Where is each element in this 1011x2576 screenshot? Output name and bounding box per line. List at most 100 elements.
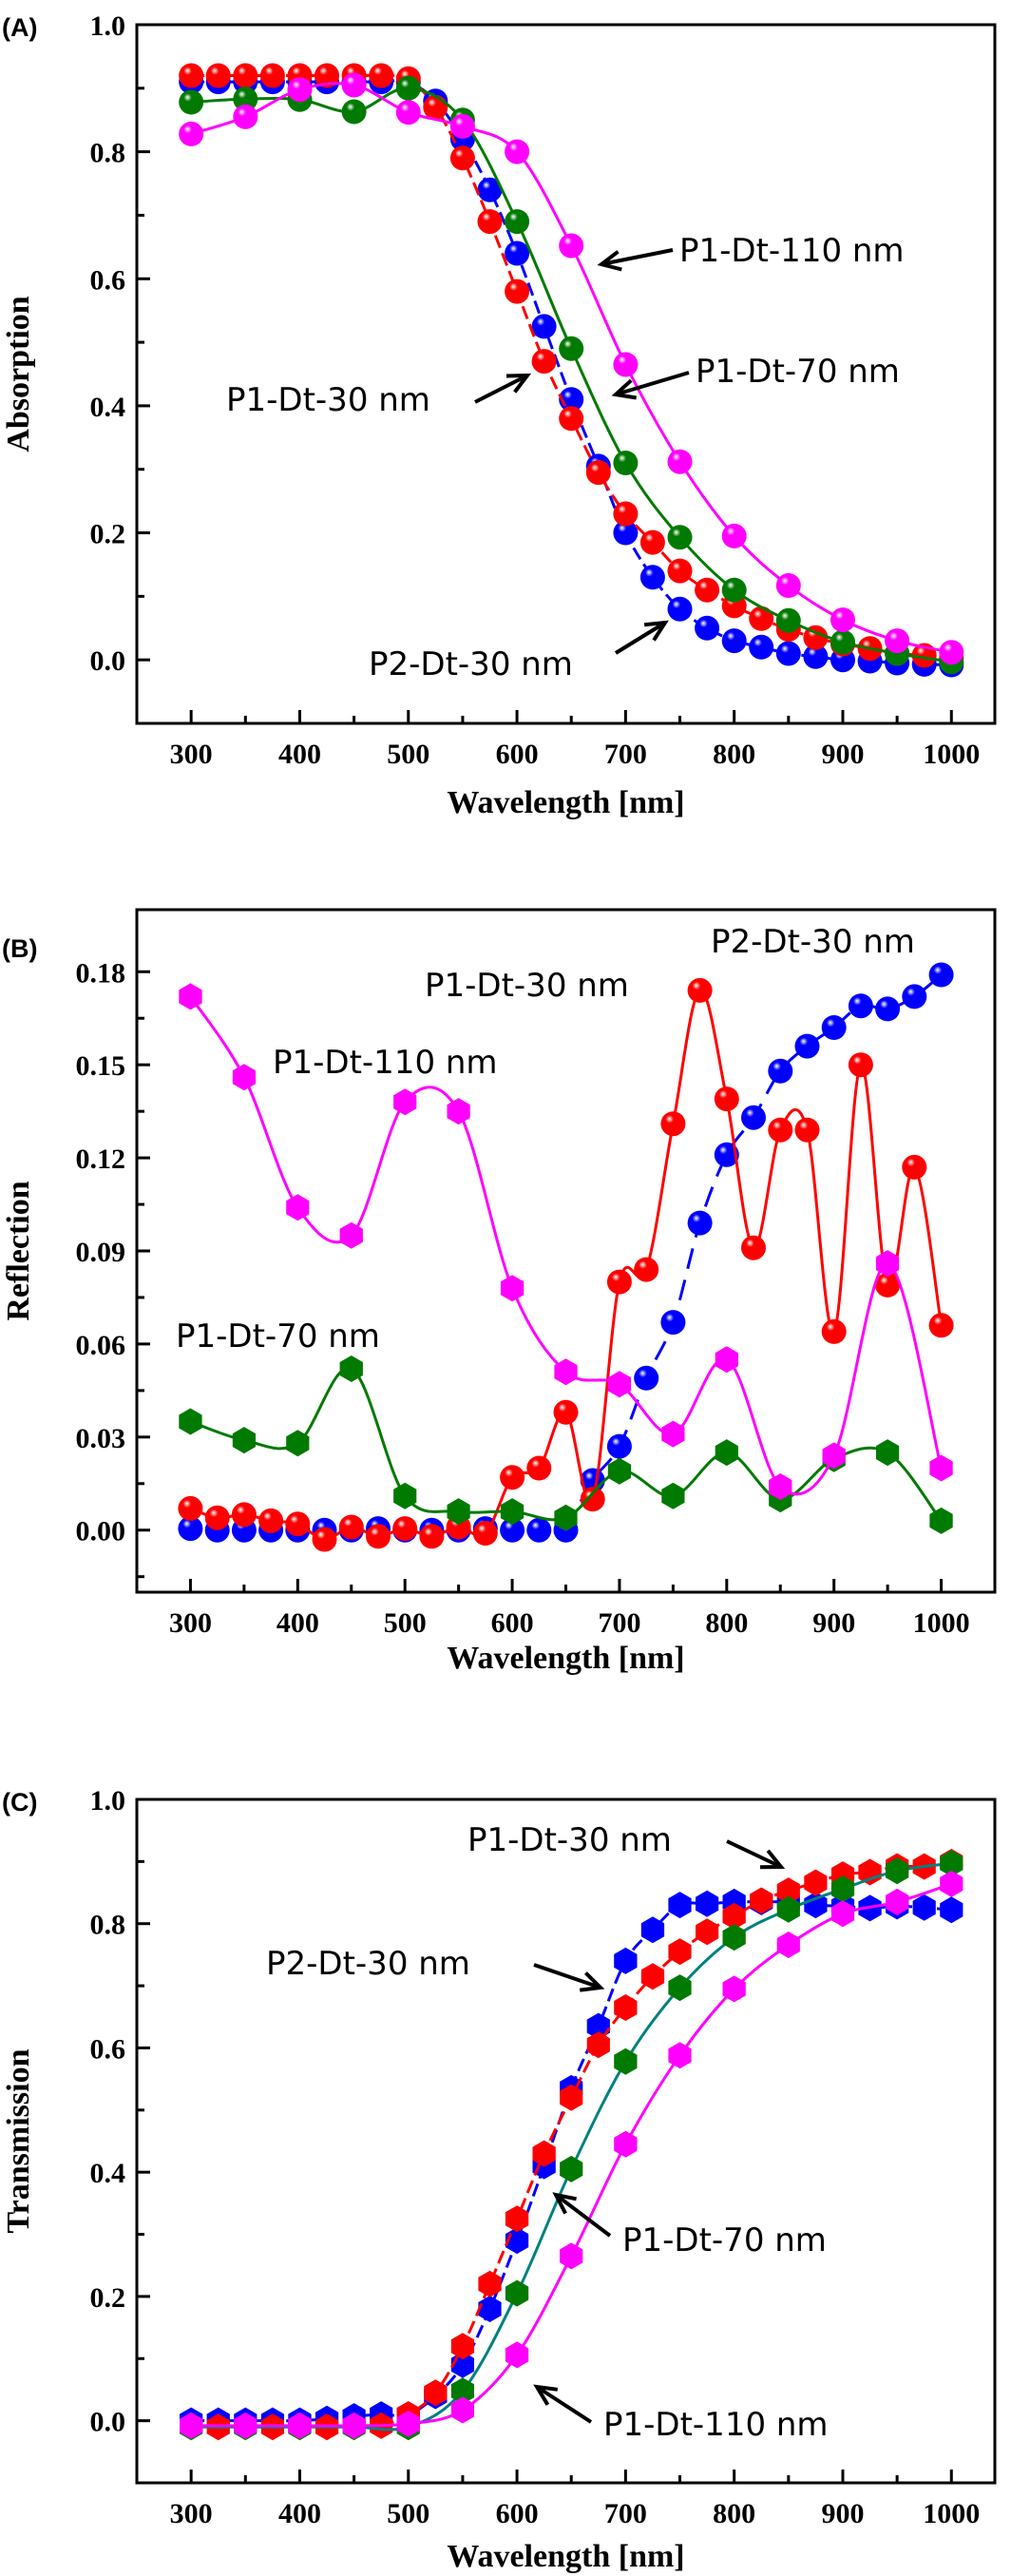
- data-point: [775, 573, 801, 598]
- annotation-arrow: [552, 2192, 612, 2238]
- data-point: [505, 240, 530, 266]
- data-point: [639, 565, 665, 590]
- data-point: [722, 1902, 746, 1930]
- series-annotation: P1-Dt-30 nm: [226, 381, 430, 419]
- data-point: [848, 1052, 873, 1078]
- data-point: [776, 1932, 800, 1958]
- data-point: [940, 1850, 963, 1877]
- series-annotation: P1-Dt-110 nm: [603, 2406, 829, 2444]
- data-point: [449, 145, 475, 171]
- data-point: [714, 1142, 739, 1167]
- data-point: [395, 100, 421, 125]
- data-point: [312, 1527, 337, 1552]
- data-point: [392, 1516, 418, 1542]
- y-tick-label: 1.0: [90, 10, 126, 42]
- x-tick-label: 700: [598, 1607, 640, 1639]
- data-point: [886, 1888, 909, 1915]
- series-p1-dt-70-nm: [180, 1850, 963, 2441]
- annotation-arrow: [533, 2384, 593, 2424]
- series-annotation: P2-Dt-30 nm: [711, 923, 915, 961]
- data-point: [339, 1221, 363, 1249]
- series-annotation: P1-Dt-110 nm: [679, 232, 905, 270]
- arrow-head: [506, 373, 532, 394]
- data-point: [928, 1313, 954, 1338]
- x-tick-label: 500: [387, 2498, 429, 2529]
- data-point: [822, 1442, 846, 1470]
- plot-area: [180, 1849, 963, 2441]
- data-point: [450, 2377, 474, 2405]
- data-point: [342, 2412, 366, 2439]
- arrow-head: [552, 2192, 577, 2215]
- arrow-shaft: [554, 2193, 612, 2238]
- x-tick-label: 400: [278, 739, 321, 770]
- data-point: [500, 1498, 525, 1526]
- data-point: [560, 2155, 583, 2182]
- data-point: [821, 1015, 847, 1040]
- data-point: [695, 577, 720, 603]
- data-point: [661, 1420, 685, 1448]
- data-point: [804, 1869, 828, 1896]
- data-point: [447, 1098, 470, 1125]
- x-axis-title: Wavelength [nm]: [447, 2539, 684, 2574]
- y-tick-label: 0.0: [90, 2407, 126, 2438]
- data-point: [667, 525, 693, 550]
- data-point: [607, 1457, 632, 1485]
- data-point: [667, 558, 693, 584]
- arrow-head: [579, 1971, 605, 1992]
- data-point: [553, 1399, 579, 1425]
- data-point: [886, 1857, 909, 1885]
- y-tick-label: 0.2: [90, 2282, 126, 2314]
- data-point: [419, 1524, 445, 1549]
- annotation-arrow: [597, 248, 674, 272]
- arrow-head: [597, 250, 622, 272]
- data-point: [750, 1887, 773, 1914]
- y-tick-label: 0.06: [76, 1330, 126, 1361]
- data-point: [288, 2412, 312, 2439]
- x-tick-label: 800: [713, 2498, 755, 2529]
- arrow-head: [611, 378, 638, 400]
- data-point: [478, 2270, 502, 2297]
- series-line: [190, 82, 952, 654]
- data-point: [722, 1924, 746, 1951]
- data-point: [234, 2412, 258, 2439]
- series-annotation: P1-Dt-70 nm: [176, 1317, 380, 1355]
- arrow-shaft: [533, 1963, 601, 1990]
- data-point: [929, 1454, 953, 1482]
- data-point: [505, 209, 530, 235]
- data-point: [607, 1371, 632, 1398]
- data-point: [450, 2396, 474, 2424]
- y-tick-label: 0.8: [90, 138, 126, 169]
- data-point: [560, 2242, 583, 2270]
- data-point: [580, 1487, 605, 1512]
- data-point: [369, 63, 394, 88]
- y-tick-label: 0.03: [76, 1423, 126, 1454]
- data-point: [395, 75, 421, 101]
- x-tick-label: 300: [170, 2498, 213, 2529]
- data-point: [875, 1272, 901, 1298]
- x-tick-label: 1000: [923, 739, 980, 770]
- x-tick-label: 900: [821, 2498, 864, 2529]
- data-point: [614, 1994, 638, 2021]
- data-point: [586, 2031, 610, 2059]
- data-point: [505, 2279, 529, 2307]
- series-annotation: P1-Dt-30 nm: [467, 1821, 672, 1859]
- data-point: [929, 1507, 953, 1534]
- data-point: [500, 1517, 525, 1543]
- data-point: [848, 993, 873, 1019]
- data-point: [606, 1433, 632, 1459]
- annotation-arrow: [474, 373, 532, 404]
- data-point: [179, 89, 204, 115]
- data-point: [821, 1318, 847, 1344]
- data-point: [614, 2047, 638, 2075]
- data-point: [179, 1408, 202, 1435]
- annotation-arrow: [611, 371, 690, 400]
- series-p1-dt-70-nm: [179, 1355, 953, 1534]
- data-point: [722, 1975, 746, 2003]
- data-point: [554, 1504, 578, 1531]
- data-point: [885, 628, 910, 654]
- data-point: [233, 87, 258, 112]
- data-point: [393, 1482, 417, 1509]
- arrow-shaft: [474, 374, 528, 404]
- plot-frame: [135, 1797, 997, 2485]
- data-point: [366, 1524, 391, 1549]
